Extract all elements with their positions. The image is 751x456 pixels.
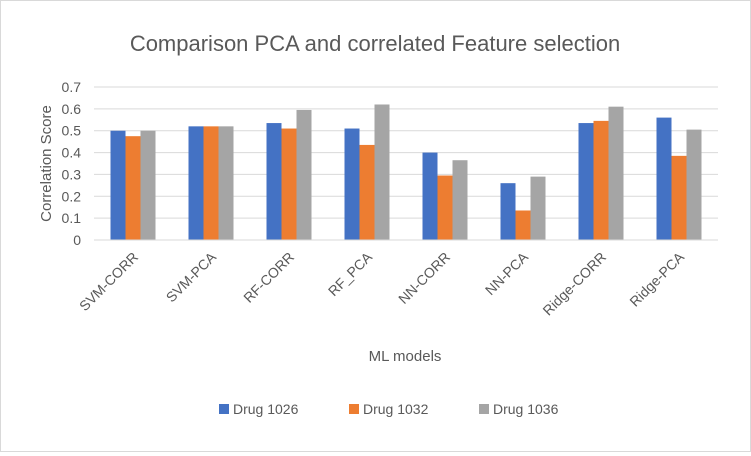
x-category-label: RF-CORR (240, 249, 297, 306)
legend-swatch (219, 404, 229, 414)
bar-drug-1032-rf-corr (281, 128, 297, 240)
x-category-label: NN-CORR (395, 249, 453, 307)
y-tick-label: 0.2 (62, 188, 82, 204)
bar-drug-1026-rf-pca (344, 128, 360, 240)
bar-drug-1032-svm-pca (203, 126, 219, 240)
bar-drug-1032-rf-pca (359, 144, 375, 240)
y-tick-label: 0 (73, 232, 81, 248)
bar-drug-1026-nn-pca (500, 183, 516, 240)
bar-drug-1026-ridge-corr (578, 123, 594, 240)
legend-label: Drug 1036 (493, 401, 559, 417)
legend-swatch (479, 404, 489, 414)
y-tick-label: 0.7 (62, 79, 82, 95)
bar-drug-1036-nn-corr (452, 160, 468, 240)
bar-drug-1032-nn-pca (515, 210, 531, 240)
x-category-label: RF_PCA (325, 248, 376, 299)
bar-drug-1032-ridge-pca (671, 155, 687, 240)
bar-drug-1032-ridge-corr (593, 120, 609, 240)
bar-drug-1026-svm-corr (110, 130, 126, 240)
legend: Drug 1026 Drug 1032 Drug 1036 (219, 401, 559, 417)
bar-drug-1032-nn-corr (437, 175, 453, 240)
gridlines (94, 86, 718, 219)
x-category-label: SVM-PCA (163, 248, 220, 305)
bar-drug-1026-ridge-pca (656, 117, 672, 240)
bar-drug-1036-nn-pca (530, 176, 546, 240)
x-axis-labels: SVM-CORR SVM-PCA RF-CORR RF_PCA NN-CORR NN-PC… (76, 248, 688, 318)
bar-drug-1036-rf-corr (296, 109, 312, 240)
bar-drug-1036-ridge-pca (686, 129, 702, 240)
y-tick-label: 0.1 (62, 210, 82, 226)
chart-title: Comparison PCA and correlated Feature se… (130, 31, 620, 56)
y-axis-ticks: 0 0.1 0.2 0.3 0.4 0.5 0.6 0.7 (62, 79, 82, 248)
bar-drug-1026-rf-corr (266, 123, 282, 240)
bar-drug-1036-rf-pca (374, 104, 390, 240)
y-tick-label: 0.5 (62, 123, 82, 139)
bar-drug-1036-svm-corr (140, 130, 156, 240)
legend-label: Drug 1032 (363, 401, 429, 417)
legend-label: Drug 1026 (233, 401, 299, 417)
bar-drug-1026-svm-pca (188, 126, 204, 240)
x-axis-title: ML models (369, 348, 442, 365)
bars (110, 104, 702, 241)
bar-drug-1036-svm-pca (218, 126, 234, 240)
y-axis-title: Correlation Score (38, 105, 55, 222)
bar-drug-1032-svm-corr (125, 136, 141, 240)
x-category-label: Ridge-CORR (539, 249, 609, 319)
bar-drug-1036-ridge-corr (608, 106, 624, 241)
y-tick-label: 0.3 (62, 166, 82, 182)
legend-swatch (349, 404, 359, 414)
x-category-label: SVM-CORR (76, 249, 141, 314)
x-category-label: Ridge-PCA (626, 248, 687, 309)
y-tick-label: 0.4 (62, 145, 82, 161)
y-tick-label: 0.6 (62, 101, 82, 117)
bar-drug-1026-nn-corr (422, 152, 438, 240)
x-category-label: NN-PCA (482, 248, 532, 298)
